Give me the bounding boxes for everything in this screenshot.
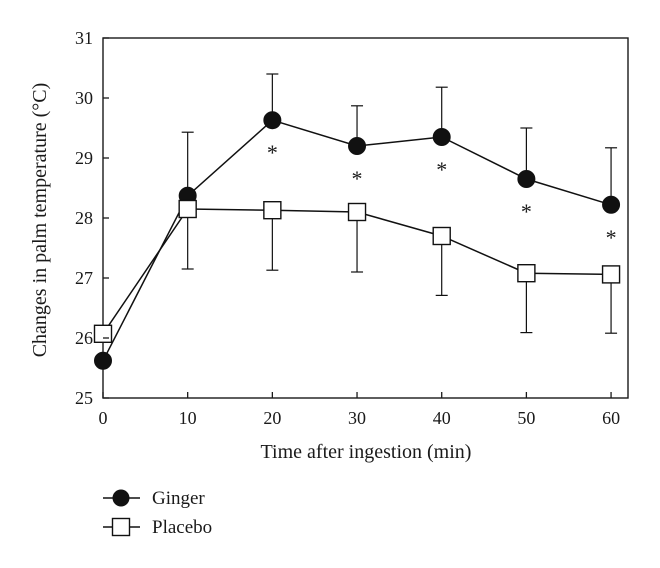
significance-mark: * [267,140,278,165]
significance-mark: * [606,225,617,250]
significance-mark: * [352,166,363,191]
placebo-point [347,202,367,222]
placebo-point [432,226,451,246]
y-tick-label: 29 [75,148,93,168]
placebo-point [93,324,113,343]
ginger-point [94,351,112,370]
significance-mark: * [521,199,532,224]
placebo-point [601,265,621,284]
legend: Ginger Placebo [103,488,212,538]
ginger-point [432,128,451,146]
y-tick-label: 28 [75,208,93,228]
placebo-point [178,199,197,219]
y-tick-label: 30 [75,88,93,108]
x-tick-label: 40 [433,408,451,428]
x-axis-label: Time after ingestion (min) [261,441,472,463]
ginger-point [602,195,621,214]
y-tick-label: 27 [75,268,93,288]
y-tick-label: 31 [75,28,93,48]
x-tick-label: 50 [517,408,535,428]
legend-ginger-label: Ginger [152,488,205,509]
significance-mark: * [436,157,447,182]
x-tick-label: 0 [99,408,108,428]
legend-placebo-label: Placebo [152,517,212,538]
ginger-point [517,170,536,188]
y-axis-label: Changes in palm temperature (°C) [29,83,51,358]
placebo-point [263,200,282,220]
legend-placebo-marker [111,517,131,537]
ginger-point [263,111,282,130]
placebo-point [517,264,536,283]
y-tick-label: 26 [75,328,93,348]
x-tick-label: 10 [179,408,197,428]
y-tick-label: 25 [75,388,93,408]
x-tick-label: 60 [602,408,620,428]
x-tick-label: 30 [348,408,366,428]
x-tick-label: 20 [263,408,281,428]
ginger-point [348,137,367,155]
legend-ginger-marker [112,489,130,507]
